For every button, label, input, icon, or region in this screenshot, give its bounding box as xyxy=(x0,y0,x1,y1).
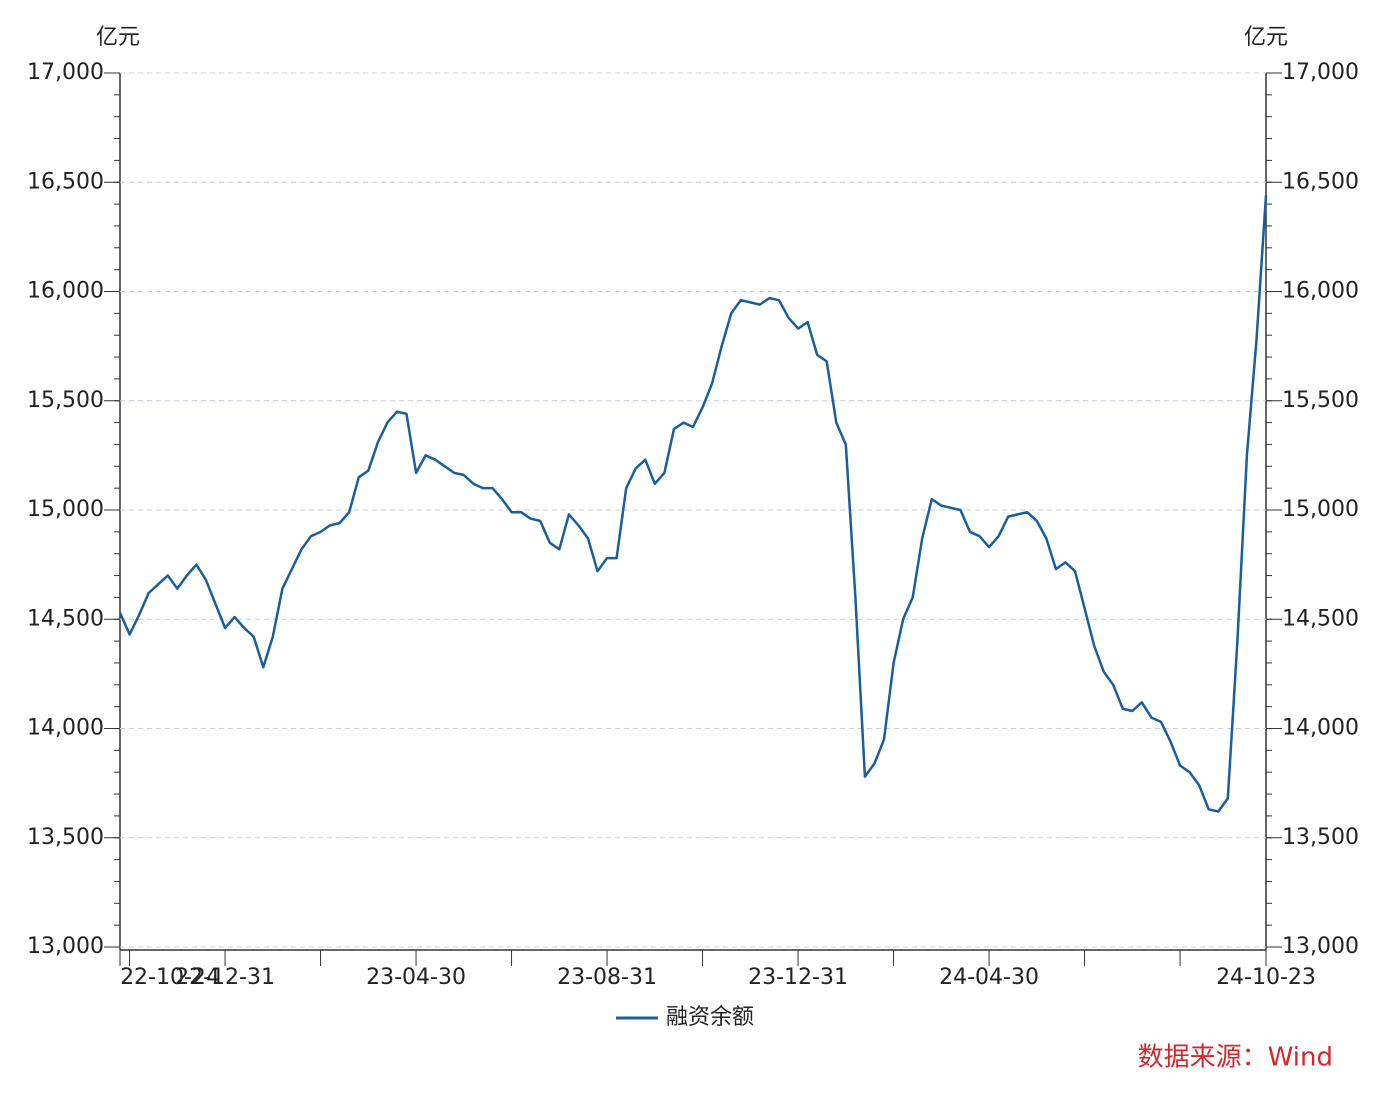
y2-unit: 亿元 xyxy=(1244,25,1288,50)
x-tick-label: 22-10-24 xyxy=(120,965,220,990)
y-tick-label: 14,000 xyxy=(27,716,104,741)
x-tick-label: 24-04-30 xyxy=(939,965,1039,990)
y2-tick-label: 13,000 xyxy=(1282,934,1359,959)
y2-tick-label: 16,500 xyxy=(1282,169,1359,194)
y-tick-label: 15,000 xyxy=(27,497,104,522)
x-tick-label: 23-04-30 xyxy=(366,965,466,990)
data-line xyxy=(118,195,1268,813)
y-tick-label: 13,000 xyxy=(27,934,104,959)
x-tick-label: 24-10-23 xyxy=(1216,965,1316,990)
source-note: 数据来源：Wind xyxy=(1138,1043,1333,1073)
y2-tick-label: 15,500 xyxy=(1282,388,1359,413)
y2-tick-label: 15,000 xyxy=(1282,497,1359,522)
y2-tick-label: 17,000 xyxy=(1282,60,1359,85)
y-tick-label: 16,500 xyxy=(27,169,104,194)
y2-tick-label: 13,500 xyxy=(1282,825,1359,850)
x-tick-label: 23-08-31 xyxy=(557,965,657,990)
y-tick-label: 17,000 xyxy=(27,60,104,85)
y2-tick-label: 16,000 xyxy=(1282,279,1359,304)
y2-tick-label: 14,000 xyxy=(1282,716,1359,741)
y-unit: 亿元 xyxy=(96,25,140,50)
y2-tick-label: 14,500 xyxy=(1282,606,1359,631)
x-tick-label: 22-12-31 xyxy=(175,965,275,990)
y-tick-label: 14,500 xyxy=(27,606,104,631)
legend-label: 融资余额 xyxy=(666,1005,754,1030)
y-tick-label: 16,000 xyxy=(27,279,104,304)
x-tick-label: 23-12-31 xyxy=(748,965,848,990)
y-tick-label: 13,500 xyxy=(27,825,104,850)
y-tick-label: 15,500 xyxy=(27,388,104,413)
